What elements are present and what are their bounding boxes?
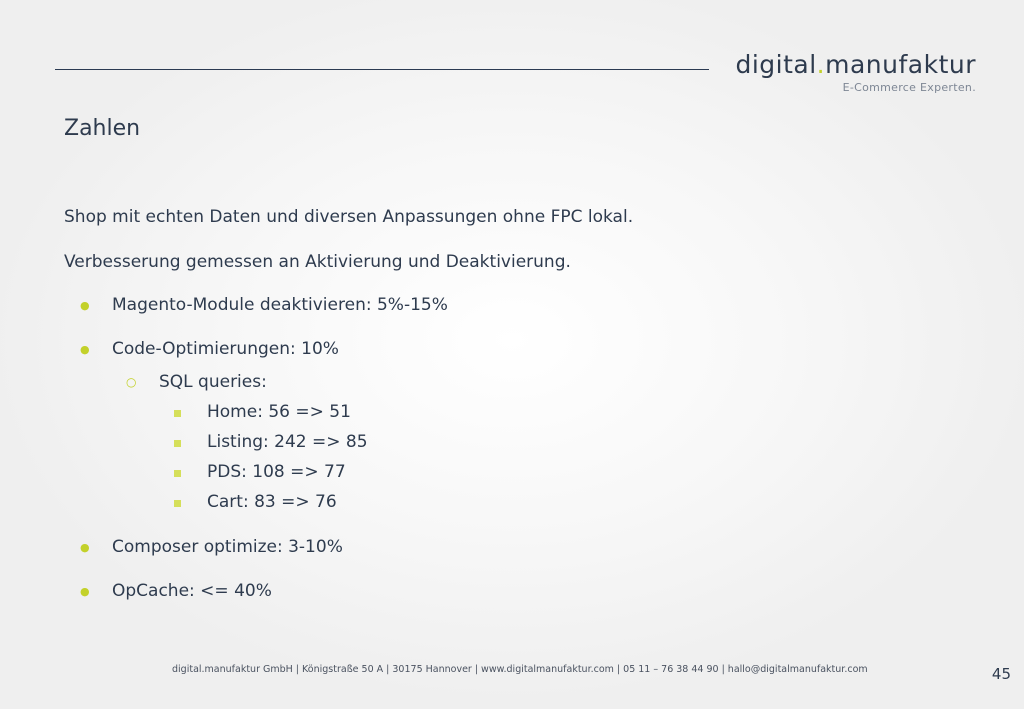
- bullet-square-icon: [174, 410, 181, 417]
- header-rule: [55, 69, 709, 70]
- list-item: SQL queries:: [159, 372, 267, 392]
- list-item: Magento-Module deaktivieren: 5%-15%: [112, 295, 448, 315]
- brand-name-part1: digital: [735, 50, 817, 79]
- bullet-dot-icon: ●: [80, 299, 90, 312]
- list-item: Code-Optimierungen: 10%: [112, 339, 339, 359]
- list-item: Home: 56 => 51: [207, 402, 351, 422]
- bullet-square-icon: [174, 500, 181, 507]
- bullet-square-icon: [174, 440, 181, 447]
- brand-dot: .: [816, 50, 826, 79]
- list-item: OpCache: <= 40%: [112, 581, 272, 601]
- footer-contact: digital.manufaktur GmbH | Königstraße 50…: [172, 664, 868, 675]
- brand-name-part2: manufaktur: [825, 50, 976, 79]
- list-item: Listing: 242 => 85: [207, 432, 368, 452]
- bullet-circle-icon: ○: [126, 375, 137, 389]
- list-item: Cart: 83 => 76: [207, 492, 337, 512]
- brand-logo: digital.manufaktur E-Commerce Experten.: [735, 50, 976, 94]
- list-item: Composer optimize: 3-10%: [112, 537, 343, 557]
- paragraph: Shop mit echten Daten und diversen Anpas…: [64, 207, 634, 227]
- list-item: PDS: 108 => 77: [207, 462, 346, 482]
- page-number: 45: [991, 665, 1011, 683]
- paragraph: Verbesserung gemessen an Aktivierung und…: [64, 252, 571, 272]
- slide-title: Zahlen: [64, 116, 141, 141]
- brand-name: digital.manufaktur: [735, 50, 976, 80]
- bullet-square-icon: [174, 470, 181, 477]
- bullet-dot-icon: ●: [80, 585, 90, 598]
- brand-tagline: E-Commerce Experten.: [842, 81, 976, 94]
- bullet-dot-icon: ●: [80, 343, 90, 356]
- bullet-dot-icon: ●: [80, 541, 90, 554]
